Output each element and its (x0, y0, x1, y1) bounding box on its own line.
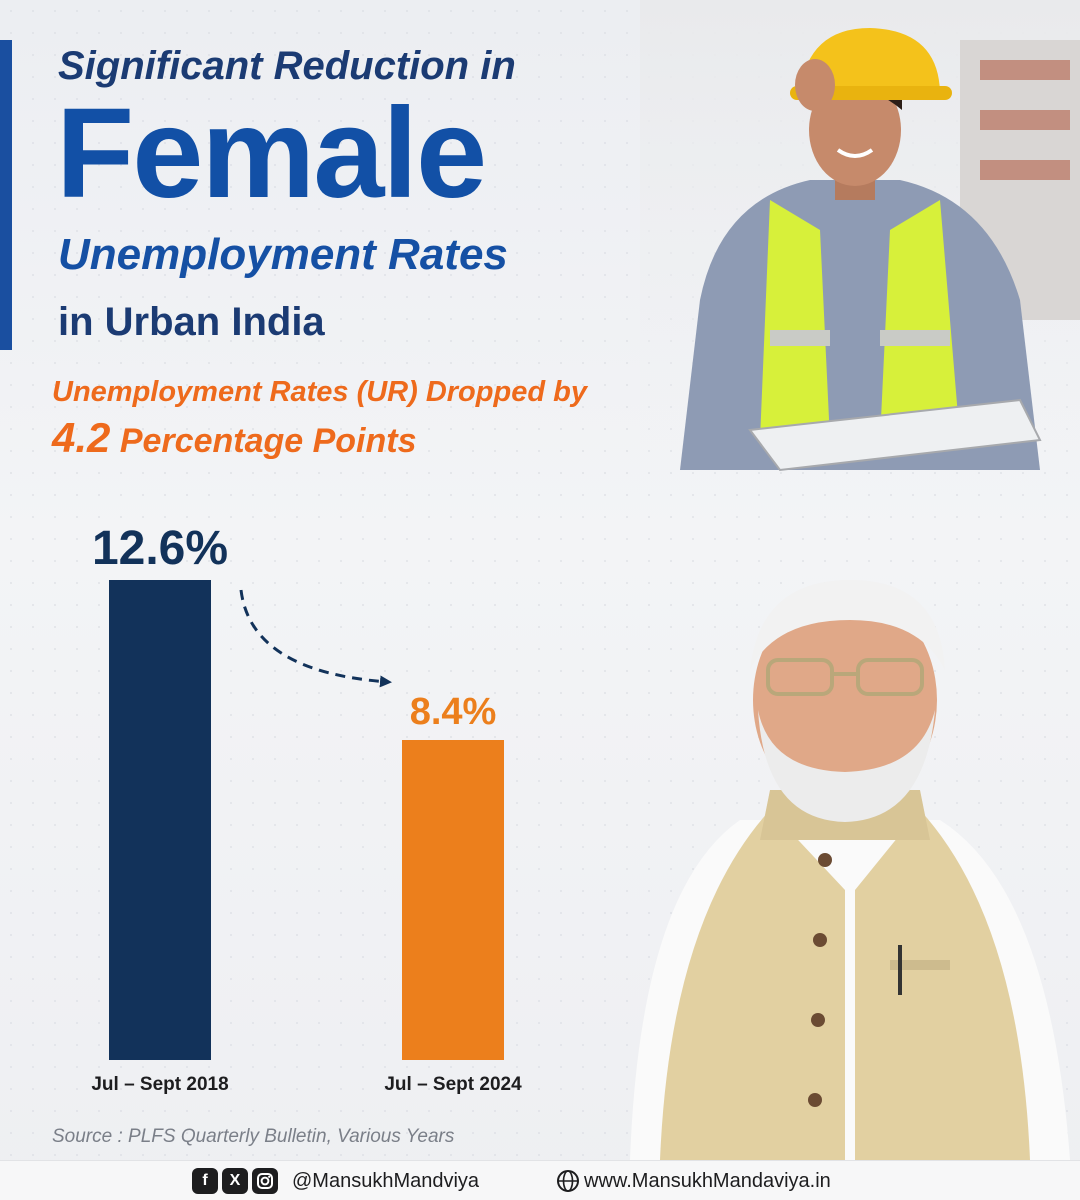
x-icon[interactable]: X (222, 1168, 248, 1194)
left-accent-bar (0, 40, 12, 350)
subheadline-line-2: 4.2 Percentage Points (52, 414, 417, 462)
title-line-3: Unemployment Rates (58, 230, 508, 279)
bar-1 (109, 580, 211, 1060)
chart-value-labels: 12.6% 8.4% (92, 522, 496, 733)
person-photo (630, 580, 1070, 1160)
drop-value-unit: Percentage Points (110, 422, 417, 460)
social-icons: f X (192, 1168, 278, 1194)
source-note: Source : PLFS Quarterly Bulletin, Variou… (52, 1126, 455, 1147)
category-label-1: Jul – Sept 2018 (91, 1074, 228, 1095)
chart-category-labels: Jul – Sept 2018 Jul – Sept 2024 (91, 1074, 522, 1095)
subheadline-line-1: Unemployment Rates (UR) Dropped by (52, 376, 587, 408)
category-label-2: Jul – Sept 2024 (384, 1074, 522, 1095)
globe-icon (557, 1170, 579, 1192)
title-line-4: in Urban India (58, 300, 325, 344)
drop-value: 4.2 (52, 414, 111, 461)
value-label-1: 12.6% (92, 522, 228, 575)
footer-bar: f X @MansukhMandviya www.MansukhMandaviy… (0, 1160, 1080, 1200)
bar-chart: 12.6% 8.4% Jul – Sept 2018 Jul – Sept 2024 (91, 522, 522, 1095)
worker-photo (640, 0, 1080, 490)
instagram-icon[interactable] (252, 1168, 278, 1194)
title-line-2: Female (56, 82, 487, 225)
reduction-arrow (239, 589, 392, 688)
facebook-icon[interactable]: f (192, 1168, 218, 1194)
website-link[interactable]: www.MansukhMandaviya.in (584, 1170, 831, 1192)
value-label-2: 8.4% (410, 691, 497, 733)
social-handle[interactable]: @MansukhMandviya (292, 1170, 480, 1192)
bar-2 (402, 740, 504, 1060)
title-line-1: Significant Reduction in (58, 44, 516, 88)
chart-bars (109, 580, 504, 1060)
